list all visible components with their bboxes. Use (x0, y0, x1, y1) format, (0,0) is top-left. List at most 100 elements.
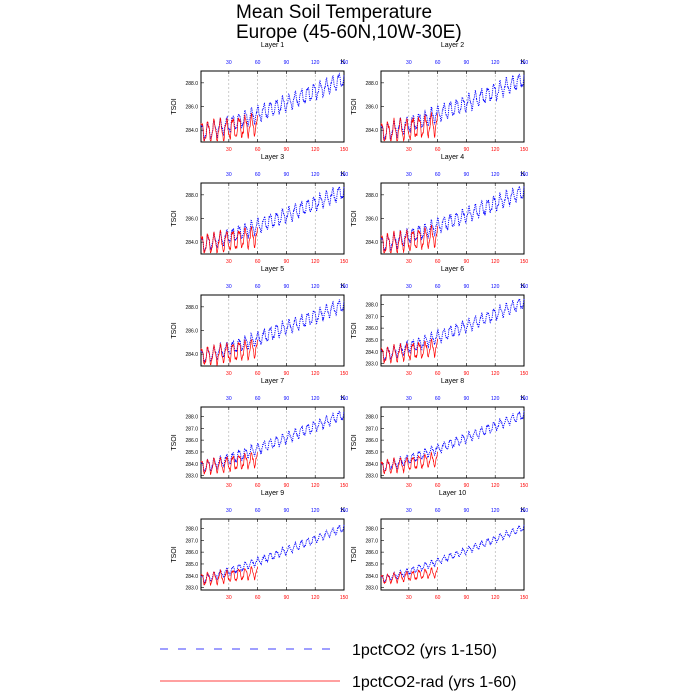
y-tick-label: 284.0 (185, 462, 198, 468)
top-tick-label: 120 (311, 284, 320, 290)
top-tick-label: 150 (520, 508, 529, 514)
panel-layer-1: Layer 1 K 30 60 90 120 150 30 60 90 120 150 284.0 286… (171, 42, 348, 153)
y-tick-label: 288.0 (185, 526, 198, 532)
bottom-tick-label: 120 (311, 371, 320, 377)
y-axis-label: TSOI (351, 546, 358, 562)
bottom-tick-label: 60 (255, 595, 261, 601)
bottom-tick-label: 150 (340, 147, 349, 153)
panel-title: Layer 10 (439, 490, 466, 497)
top-tick-label: 90 (284, 60, 290, 66)
top-tick-label: 90 (284, 172, 290, 178)
top-tick-label: 90 (464, 396, 470, 402)
series-line-1pctco2-rad (200, 338, 258, 367)
legend: 1pctCO2 (yrs 1-150) 1pctCO2-rad (yrs 1-6… (160, 642, 517, 691)
bottom-tick-label: 90 (464, 483, 470, 489)
panels: Layer 1 K 30 60 90 120 150 30 60 90 120 150 284.0 286… (171, 42, 528, 601)
bottom-tick-label: 150 (340, 371, 349, 377)
panel-layer-3: Layer 3 K 30 60 90 120 150 30 60 90 120 150 284.0 286… (171, 154, 348, 265)
y-tick-label: 288.0 (365, 81, 378, 87)
panel-layer-7: Layer 7 K 30 60 90 120 150 30 60 90 120 150 283.0 284… (171, 378, 348, 489)
y-tick-label: 284.0 (365, 240, 378, 246)
panel-layer-8: Layer 8 K 30 60 90 120 150 30 60 90 120 150 283.0 284… (351, 378, 528, 489)
bottom-tick-label: 60 (255, 259, 261, 265)
top-tick-label: 60 (255, 396, 261, 402)
bottom-tick-label: 120 (491, 483, 500, 489)
top-tick-label: 60 (435, 172, 441, 178)
bottom-tick-label: 60 (435, 147, 441, 153)
bottom-tick-label: 120 (491, 595, 500, 601)
unit-label: K (521, 171, 526, 178)
top-tick-label: 60 (255, 172, 261, 178)
top-tick-label: 60 (255, 60, 261, 66)
bottom-tick-label: 90 (284, 147, 290, 153)
panel-title: Layer 2 (441, 42, 464, 49)
bottom-tick-label: 120 (311, 483, 320, 489)
y-axis-label: TSOI (171, 322, 178, 338)
title-line-2: Europe (45-60N,10W-30E) (236, 22, 462, 43)
y-tick-label: 286.0 (365, 438, 378, 444)
top-tick-label: 120 (491, 60, 500, 66)
bottom-tick-label: 120 (491, 147, 500, 153)
title-line-1: Mean Soil Temperature (236, 2, 432, 23)
series-line-1pctco2-rad (380, 566, 438, 585)
y-tick-label: 284.0 (365, 574, 378, 580)
panel-layer-2: Layer 2 K 30 60 90 120 150 30 60 90 120 150 284.0 286… (351, 42, 528, 153)
top-tick-label: 150 (520, 396, 529, 402)
series-line-1pctco2-rad (380, 224, 438, 254)
bottom-tick-label: 90 (464, 147, 470, 153)
bottom-tick-label: 150 (340, 595, 349, 601)
bottom-tick-label: 30 (406, 371, 412, 377)
series-line-1pctco2 (200, 299, 345, 363)
bottom-tick-label: 90 (464, 595, 470, 601)
y-tick-label: 286.0 (365, 217, 378, 223)
y-tick-label: 286.0 (365, 550, 378, 556)
unit-label: K (521, 507, 526, 514)
y-axis-label: TSOI (351, 434, 358, 450)
top-tick-label: 30 (406, 172, 412, 178)
unit-label: K (341, 59, 346, 66)
bottom-tick-label: 60 (435, 483, 441, 489)
panel-layer-4: Layer 4 K 30 60 90 120 150 30 60 90 120 150 284.0 286… (351, 154, 528, 265)
bottom-tick-label: 30 (226, 595, 232, 601)
y-tick-label: 283.0 (185, 586, 198, 592)
panel-layer-6: Layer 6 K 30 60 90 120 150 30 60 90 120 150 283.0 284… (351, 266, 528, 377)
bottom-tick-label: 90 (284, 259, 290, 265)
top-tick-label: 120 (311, 172, 320, 178)
series-line-1pctco2 (380, 298, 525, 362)
y-tick-label: 284.0 (185, 352, 198, 358)
panel-title: Layer 3 (261, 154, 284, 161)
y-tick-label: 286.0 (185, 217, 198, 223)
y-tick-label: 284.0 (365, 128, 378, 134)
bottom-tick-label: 120 (311, 259, 320, 265)
plot-frame (200, 70, 345, 143)
bottom-tick-label: 30 (226, 483, 232, 489)
panel-title: Layer 8 (441, 378, 464, 385)
top-tick-label: 30 (226, 396, 232, 402)
series-line-1pctco2 (200, 72, 345, 142)
y-tick-label: 286.0 (185, 105, 198, 111)
y-tick-label: 285.0 (185, 562, 198, 568)
top-tick-label: 120 (311, 60, 320, 66)
top-tick-label: 30 (406, 396, 412, 402)
bottom-tick-label: 30 (226, 371, 232, 377)
y-axis-label: TSOI (171, 210, 178, 226)
y-axis-label: TSOI (171, 546, 178, 562)
top-tick-label: 150 (520, 284, 529, 290)
unit-label: K (341, 395, 346, 402)
unit-label: K (521, 395, 526, 402)
top-tick-label: 90 (464, 172, 470, 178)
plot-frame (200, 406, 345, 479)
y-tick-label: 284.0 (185, 240, 198, 246)
panel-layer-5: Layer 5 K 30 60 90 120 150 30 60 90 120 150 284.0 286… (171, 266, 348, 377)
top-tick-label: 150 (340, 396, 349, 402)
y-axis-label: TSOI (351, 322, 358, 338)
y-tick-label: 283.0 (365, 586, 378, 592)
bottom-tick-label: 150 (340, 483, 349, 489)
unit-label: K (341, 283, 346, 290)
panel-title: Layer 9 (261, 490, 284, 497)
y-tick-label: 285.0 (365, 450, 378, 456)
top-tick-label: 150 (340, 60, 349, 66)
y-tick-label: 286.0 (365, 326, 378, 332)
series-line-1pctco2-rad (200, 226, 258, 254)
top-tick-label: 150 (340, 508, 349, 514)
